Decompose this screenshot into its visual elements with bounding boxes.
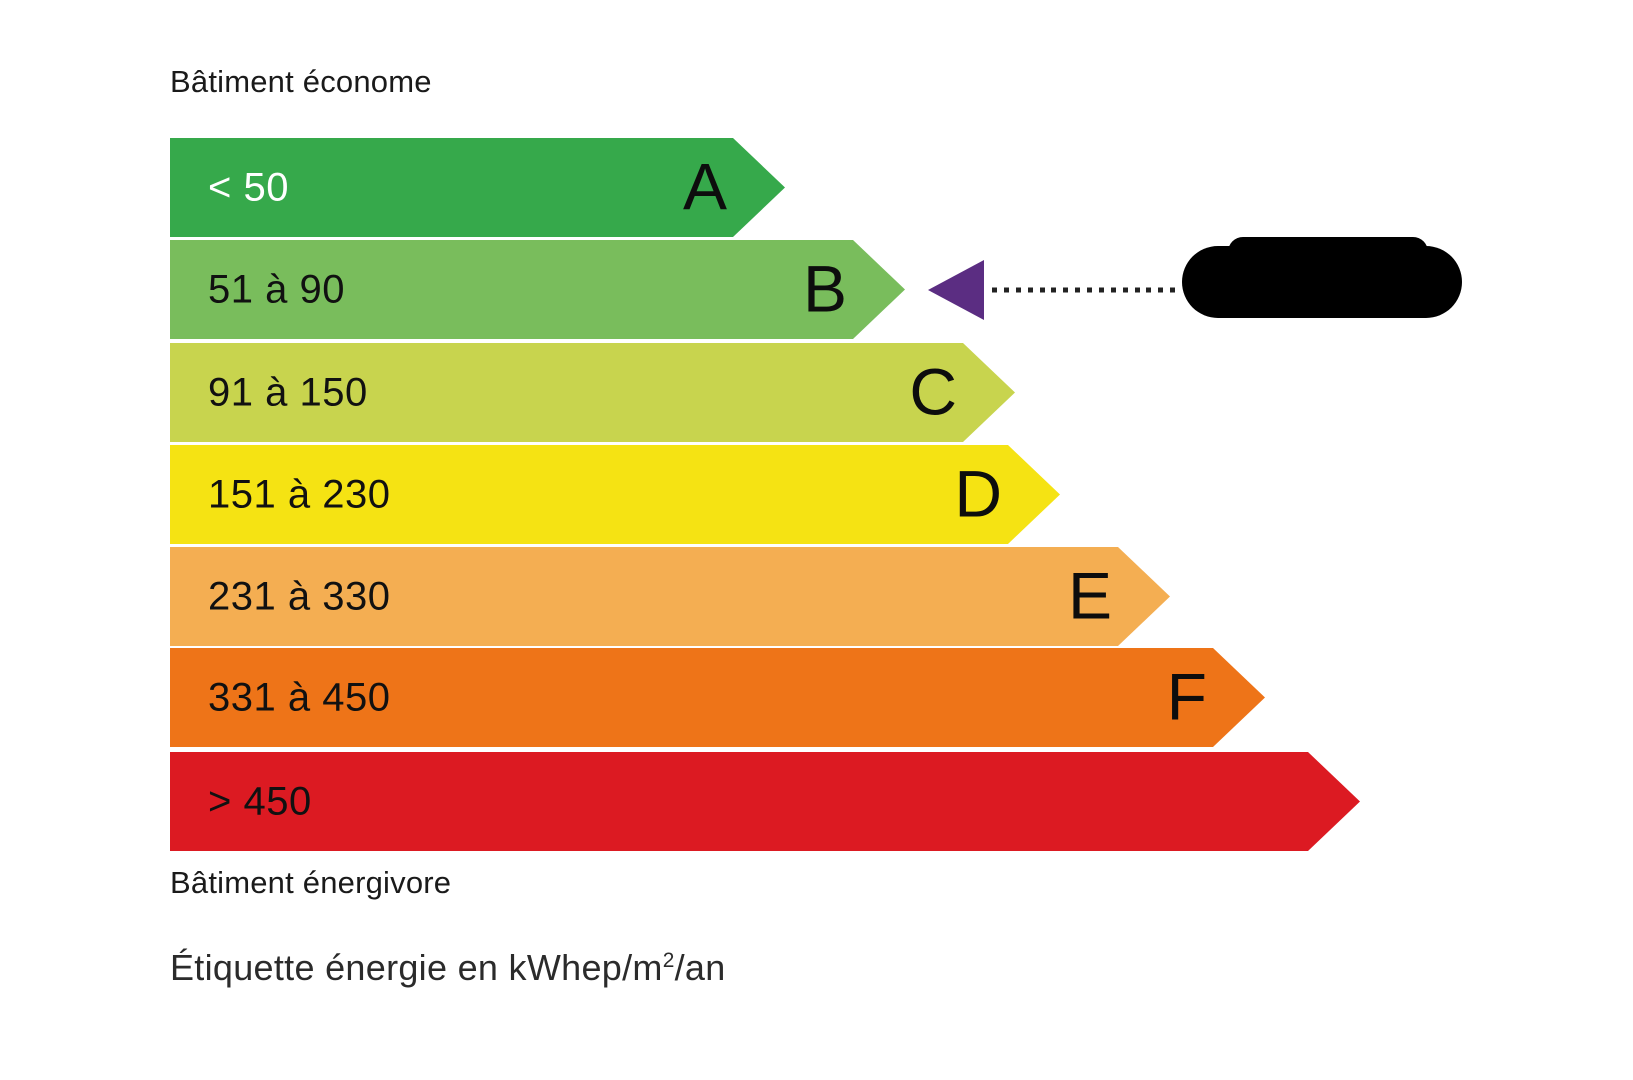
redaction-bump <box>1228 237 1428 267</box>
bar-shape <box>170 240 905 339</box>
energy-class-bar-c: 91 à 150 C <box>170 343 1015 442</box>
bar-range-label: 91 à 150 <box>208 370 368 414</box>
bar-shape <box>170 752 1360 851</box>
bar-shape <box>170 445 1060 544</box>
dotted-connector <box>992 287 1182 292</box>
bar-letter-a: A <box>682 149 727 224</box>
bar-shape <box>170 547 1170 646</box>
bar-range-label: 231 à 330 <box>208 574 391 618</box>
unit-caption-superscript: 2 <box>662 949 675 972</box>
page-title-energy-hungry: Bâtiment énergivore <box>170 865 452 900</box>
unit-caption-prefix: Étiquette énergie en kWhep/m <box>170 947 663 988</box>
bar-letter-f: F <box>1166 659 1207 734</box>
energy-class-bar-d: 151 à 230 D <box>170 445 1060 544</box>
energy-class-bar-a: < 50 A <box>170 138 785 237</box>
bar-letter-d: D <box>954 456 1002 531</box>
bar-range-label: < 50 <box>208 165 289 209</box>
bar-shape <box>170 343 1015 442</box>
energy-class-bar-f: 331 à 450 F <box>170 648 1265 747</box>
bar-range-label: 331 à 450 <box>208 675 391 719</box>
energy-class-bar-b: 51 à 90 B <box>170 240 905 339</box>
bar-range-label: 151 à 230 <box>208 472 391 516</box>
page-title-economical: Bâtiment économe <box>170 64 432 99</box>
energy-class-bar-e: 231 à 330 E <box>170 547 1170 646</box>
energy-class-bar-g: > 450 <box>170 752 1360 851</box>
bar-shape <box>170 138 785 237</box>
unit-caption: Étiquette énergie en kWhep/m2/an <box>170 947 726 989</box>
redacted-value-block <box>1182 237 1462 318</box>
bar-letter-e: E <box>1067 558 1112 633</box>
bar-letter-c: C <box>909 354 957 429</box>
bar-range-label: 51 à 90 <box>208 267 345 311</box>
bar-letter-b: B <box>802 251 847 326</box>
bar-range-label: > 450 <box>208 779 312 823</box>
unit-caption-suffix: /an <box>674 947 726 988</box>
left-triangle-icon <box>928 259 984 320</box>
selected-class-pointer <box>0 240 1633 339</box>
bar-shape <box>170 648 1265 747</box>
